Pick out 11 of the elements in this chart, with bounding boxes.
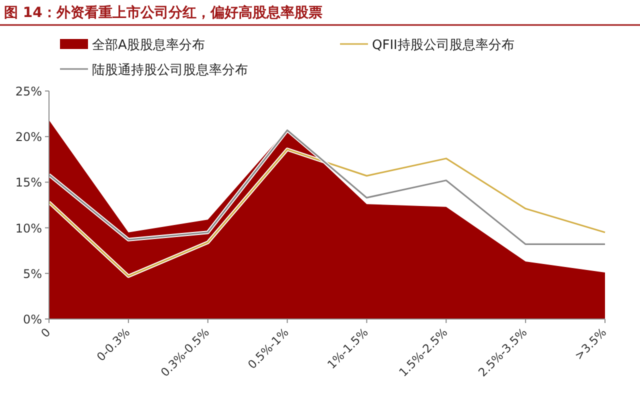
y-tick-label: 25%	[15, 84, 42, 98]
y-tick-label: 10%	[15, 221, 42, 236]
y-tick-label: 5%	[22, 266, 42, 281]
chart-title: 图 14：外资看重上市公司分红，偏好高股息率股票	[4, 4, 322, 21]
y-tick-label: 20%	[15, 130, 42, 144]
y-tick-label: 15%	[15, 176, 42, 190]
x-tick-label: 0	[38, 325, 54, 340]
y-tick-label: 0%	[22, 312, 42, 326]
legend-label: 全部A股股息率分布	[92, 37, 205, 53]
legend-label: 陆股通持股公司股息率分布	[92, 62, 248, 78]
legend-label: QFII持股公司股息率分布	[372, 37, 514, 53]
